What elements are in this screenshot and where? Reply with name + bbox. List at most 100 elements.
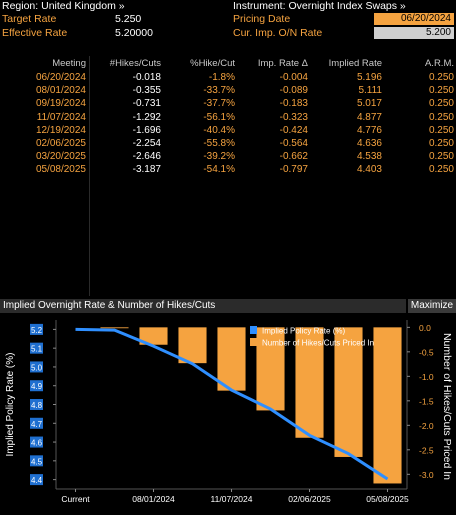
col-header-implied-rate[interactable]: Implied Rate (328, 58, 382, 69)
hikes-cuts-cell: -2.254 (132, 138, 161, 149)
right-tick-label: -3.0 (419, 470, 434, 480)
right-tick-label: -1.0 (419, 372, 434, 382)
meeting-date-cell: 11/07/2024 (36, 111, 86, 123)
table-row[interactable]: 11/07/2024 -1.292 -56.1% -0.323 4.877 0.250 (0, 112, 456, 125)
right-tick-label: 0.0 (419, 323, 431, 333)
legend-swatch-hikes (250, 338, 257, 346)
implied-rate-cell: 4.776 (356, 124, 382, 136)
col-header-imp-rate-delta[interactable]: Imp. Rate Δ (257, 58, 308, 69)
rate-chart: 5.2 5.1 5.0 4.9 4.8 4.7 4.6 4.5 4.4 0.0 -0.5 -1.0 -1… (5, 320, 453, 504)
arm-cell: 0.250 (428, 72, 454, 83)
bar-hikes-cuts (295, 327, 324, 438)
bar-hikes-cuts (256, 327, 285, 411)
implied-rate-cell: 5.196 (356, 72, 382, 83)
line-implied-rate (75, 327, 389, 481)
right-tick-label: -0.5 (419, 347, 434, 357)
table-row[interactable]: 03/20/2025 -2.646 -39.2% -0.662 4.538 0.250 (0, 151, 456, 164)
implied-rate-cell: 4.403 (356, 164, 382, 176)
pct-hike-cut-cell: -1.8% (208, 72, 235, 83)
region-selector[interactable]: Region: United Kingdom » (2, 0, 125, 12)
arm-cell: 0.250 (428, 111, 454, 123)
meetings-table: Meeting #Hikes/Cuts %Hike/Cut Imp. Rate … (0, 56, 456, 296)
instrument-selector[interactable]: Instrument: Overnight Index Swaps » (233, 0, 406, 12)
x-tick-label: 05/08/2025 (366, 494, 409, 504)
legend-label-rate: Implied Policy Rate (%) (262, 327, 345, 336)
arm-cell: 0.250 (428, 138, 454, 149)
x-tick-label: 11/07/2024 (211, 494, 253, 504)
imp-rate-delta-cell: -0.797 (279, 164, 308, 176)
bar-hikes-cuts (334, 327, 363, 457)
chart-panel: Implied Overnight Rate & Number of Hikes… (0, 299, 456, 515)
left-tick-label: 5.0 (31, 363, 43, 372)
meeting-date-cell: 08/01/2024 (35, 85, 86, 97)
bar-hikes-cuts (217, 327, 246, 391)
bar-hikes-cuts (139, 327, 168, 345)
maximize-button[interactable]: Maximize (408, 299, 456, 313)
pct-hike-cut-cell: -33.7% (203, 85, 235, 97)
target-rate-label: Target Rate (2, 13, 57, 25)
imp-rate-delta-cell: -0.323 (279, 111, 308, 123)
x-tick-label: Current (61, 494, 90, 504)
effective-rate-label: Effective Rate (2, 27, 68, 39)
left-axis-title: Implied Policy Rate (%) (5, 353, 16, 457)
header-panel: Region: United Kingdom » Target Rate 5.2… (0, 0, 456, 44)
table-row[interactable]: 09/19/2024 -0.731 -37.7% -0.183 5.017 0.250 (0, 98, 456, 111)
hikes-cuts-cell: -0.355 (132, 85, 161, 97)
x-tick-label: 02/06/2025 (288, 494, 331, 504)
left-tick-box (30, 436, 43, 448)
meeting-date-cell: 02/06/2025 (35, 138, 86, 149)
pct-hike-cut-cell: -39.2% (203, 151, 235, 163)
bar-hikes-cuts (373, 327, 402, 484)
right-tick-label: -2.0 (419, 421, 434, 431)
arm-cell: 0.250 (428, 98, 454, 110)
left-tick-label: 4.9 (31, 382, 43, 391)
pricing-date-label: Pricing Date (233, 13, 291, 25)
implied-rate-cell: 4.538 (356, 151, 382, 163)
col-header-hikes-cuts[interactable]: #Hikes/Cuts (109, 58, 161, 69)
left-tick-label: 4.8 (31, 401, 43, 410)
left-tick-box (30, 361, 43, 373)
bar-hikes-cuts (178, 327, 207, 364)
imp-rate-delta-cell: -0.564 (279, 138, 308, 149)
hikes-cuts-cell: -0.018 (132, 72, 161, 83)
cur-imp-rate-label: Cur. Imp. O/N Rate (233, 27, 323, 39)
hikes-cuts-cell: -2.646 (132, 151, 161, 163)
meeting-date-cell: 03/20/2025 (35, 151, 86, 163)
implied-rate-cell: 5.111 (358, 85, 382, 97)
legend-swatch-rate (250, 326, 257, 334)
table-row[interactable]: 08/01/2024 -0.355 -33.7% -0.089 5.111 0.250 (0, 85, 456, 98)
pct-hike-cut-cell: -37.7% (203, 98, 235, 110)
arm-cell: 0.250 (428, 164, 454, 176)
col-header-meeting[interactable]: Meeting (52, 58, 86, 69)
arm-cell: 0.250 (428, 151, 454, 163)
table-row[interactable]: 05/08/2025 -3.187 -54.1% -0.797 4.403 0.250 (0, 164, 456, 177)
imp-rate-delta-cell: -0.424 (279, 124, 308, 136)
imp-rate-delta-cell: -0.004 (279, 72, 308, 83)
target-rate-value: 5.250 (115, 13, 142, 25)
implied-rate-cell: 5.017 (356, 98, 382, 110)
right-axis-title: Number of Hikes/Cuts Priced In (441, 333, 453, 480)
left-tick-label: 4.4 (31, 476, 43, 485)
left-tick-box (30, 399, 43, 410)
imp-rate-delta-cell: -0.089 (279, 85, 308, 97)
left-tick-label: 5.2 (31, 326, 43, 335)
implied-rate-cell: 4.877 (356, 111, 382, 123)
meeting-date-cell: 05/08/2025 (35, 164, 86, 176)
pricing-date-input[interactable]: 06/20/2024 (374, 13, 454, 25)
meeting-date-cell: 12/19/2024 (35, 124, 86, 136)
imp-rate-delta-cell: -0.183 (279, 98, 308, 110)
left-tick-label: 5.1 (31, 345, 43, 354)
col-header-arm[interactable]: A.R.M. (424, 58, 454, 69)
right-tick-label: -1.5 (419, 396, 434, 406)
left-tick-box (30, 417, 43, 429)
col-header-pct-hike-cut[interactable]: %Hike/Cut (190, 58, 235, 69)
table-row[interactable]: 02/06/2025 -2.254 -55.8% -0.564 4.636 0.250 (0, 138, 456, 151)
table-row[interactable]: 06/20/2024 -0.018 -1.8% -0.004 5.196 0.250 (0, 72, 456, 85)
pct-hike-cut-cell: -40.4% (203, 124, 235, 136)
x-tick-label: 08/01/2024 (132, 494, 175, 504)
column-divider (89, 56, 90, 296)
hikes-cuts-cell: -3.187 (132, 164, 161, 176)
cur-imp-rate-value: 5.200 (374, 27, 454, 39)
pct-hike-cut-cell: -54.1% (203, 164, 235, 176)
table-row[interactable]: 12/19/2024 -1.696 -40.4% -0.424 4.776 0.250 (0, 125, 456, 138)
